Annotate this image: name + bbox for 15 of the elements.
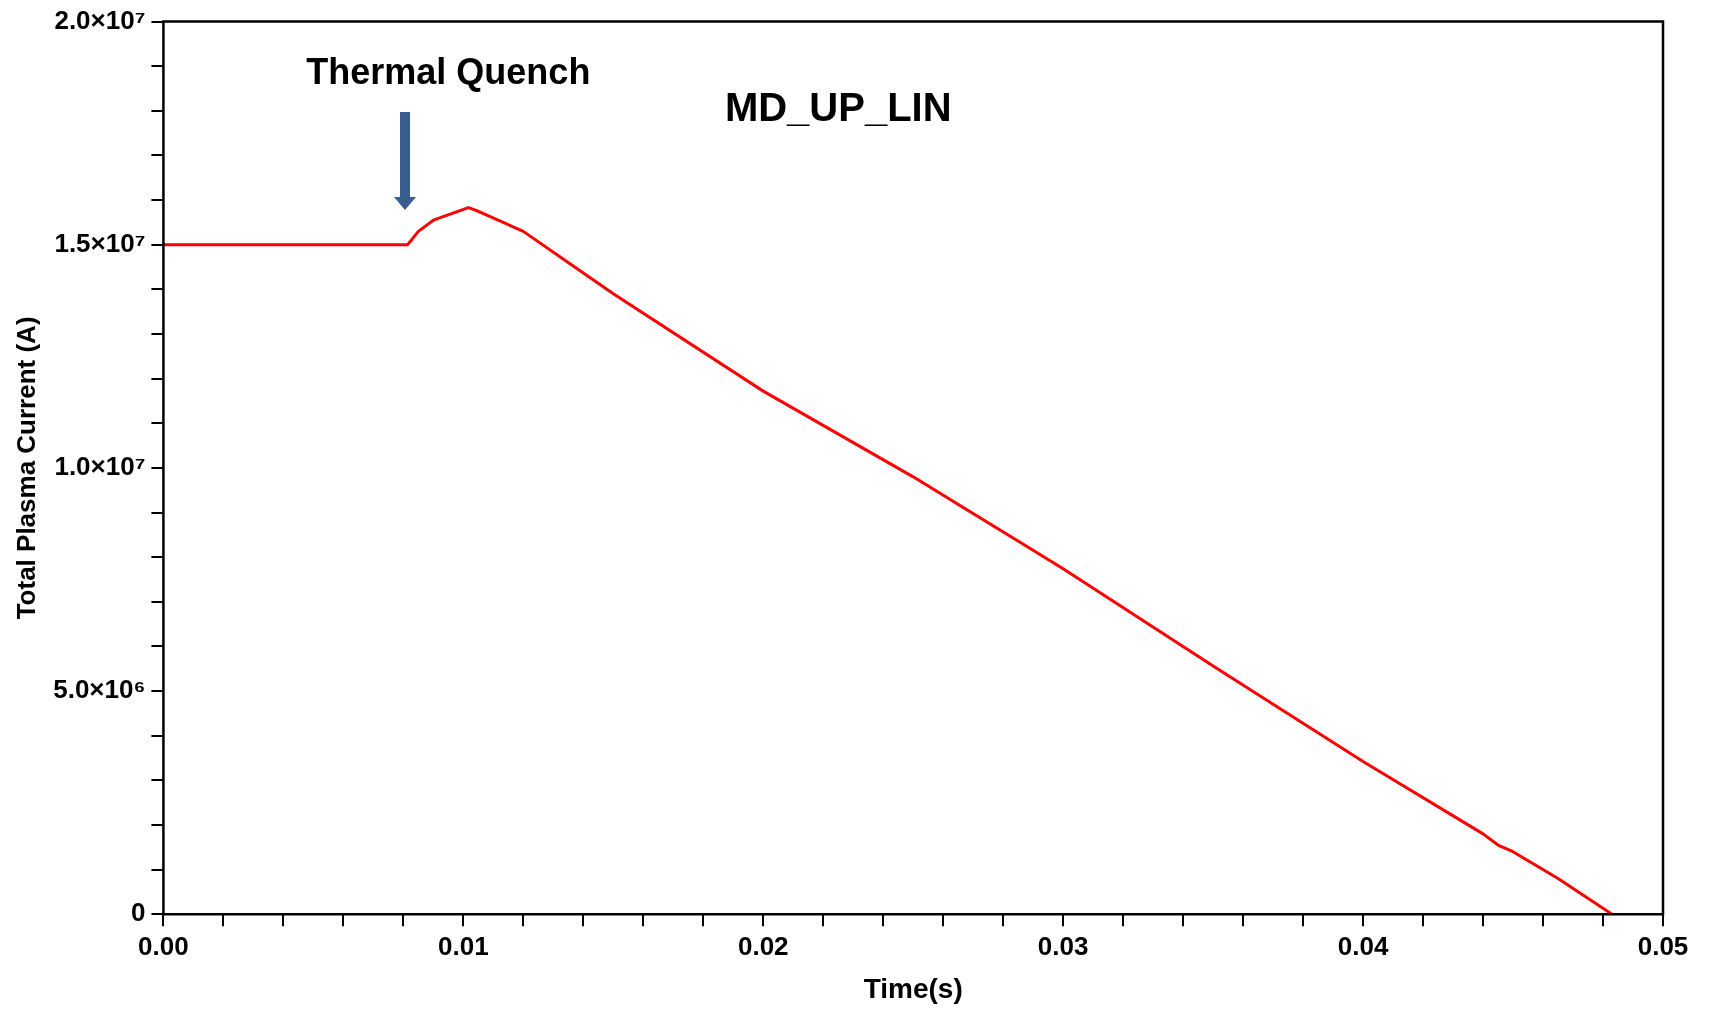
y-tick-label: 1.0×10⁷ xyxy=(54,451,146,482)
x-tick-label: 0.00 xyxy=(138,930,189,961)
y-axis-title: Total Plasma Current (A) xyxy=(10,316,41,620)
y-tick-label: 2.0×10⁷ xyxy=(54,4,146,35)
x-tick-label: 0.03 xyxy=(1037,930,1089,961)
y-tick-label: 1.5×10⁷ xyxy=(54,227,146,258)
x-tick-label: 0.01 xyxy=(438,930,489,961)
x-tick-label: 0.04 xyxy=(1337,930,1389,961)
x-tick-label: 0.02 xyxy=(737,930,789,961)
x-axis-title: Time(s) xyxy=(863,972,963,1004)
annotation: Thermal Quench xyxy=(306,50,591,92)
text: MD_UP_LIN xyxy=(724,84,952,129)
y-tick-label: 0 xyxy=(130,897,146,928)
y-tick-label: 5.0×10⁶ xyxy=(53,674,146,705)
x-tick-label: 0.05 xyxy=(1637,930,1689,961)
